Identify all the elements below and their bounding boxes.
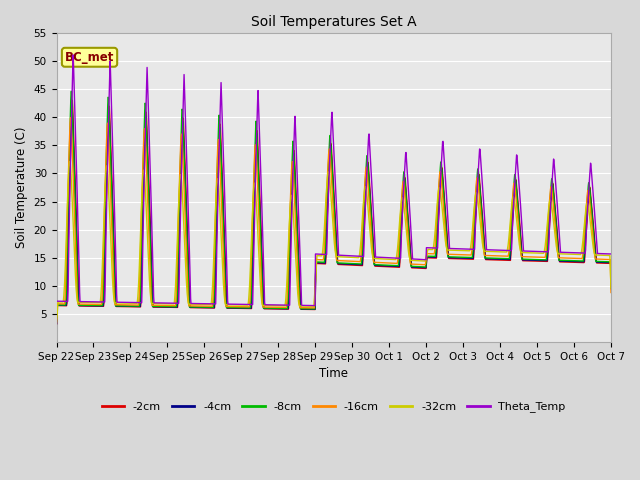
Title: Soil Temperatures Set A: Soil Temperatures Set A [251,15,417,29]
X-axis label: Time: Time [319,367,348,380]
Legend: -2cm, -4cm, -8cm, -16cm, -32cm, Theta_Temp: -2cm, -4cm, -8cm, -16cm, -32cm, Theta_Te… [97,397,570,417]
Y-axis label: Soil Temperature (C): Soil Temperature (C) [15,127,28,248]
Text: BC_met: BC_met [65,51,114,64]
